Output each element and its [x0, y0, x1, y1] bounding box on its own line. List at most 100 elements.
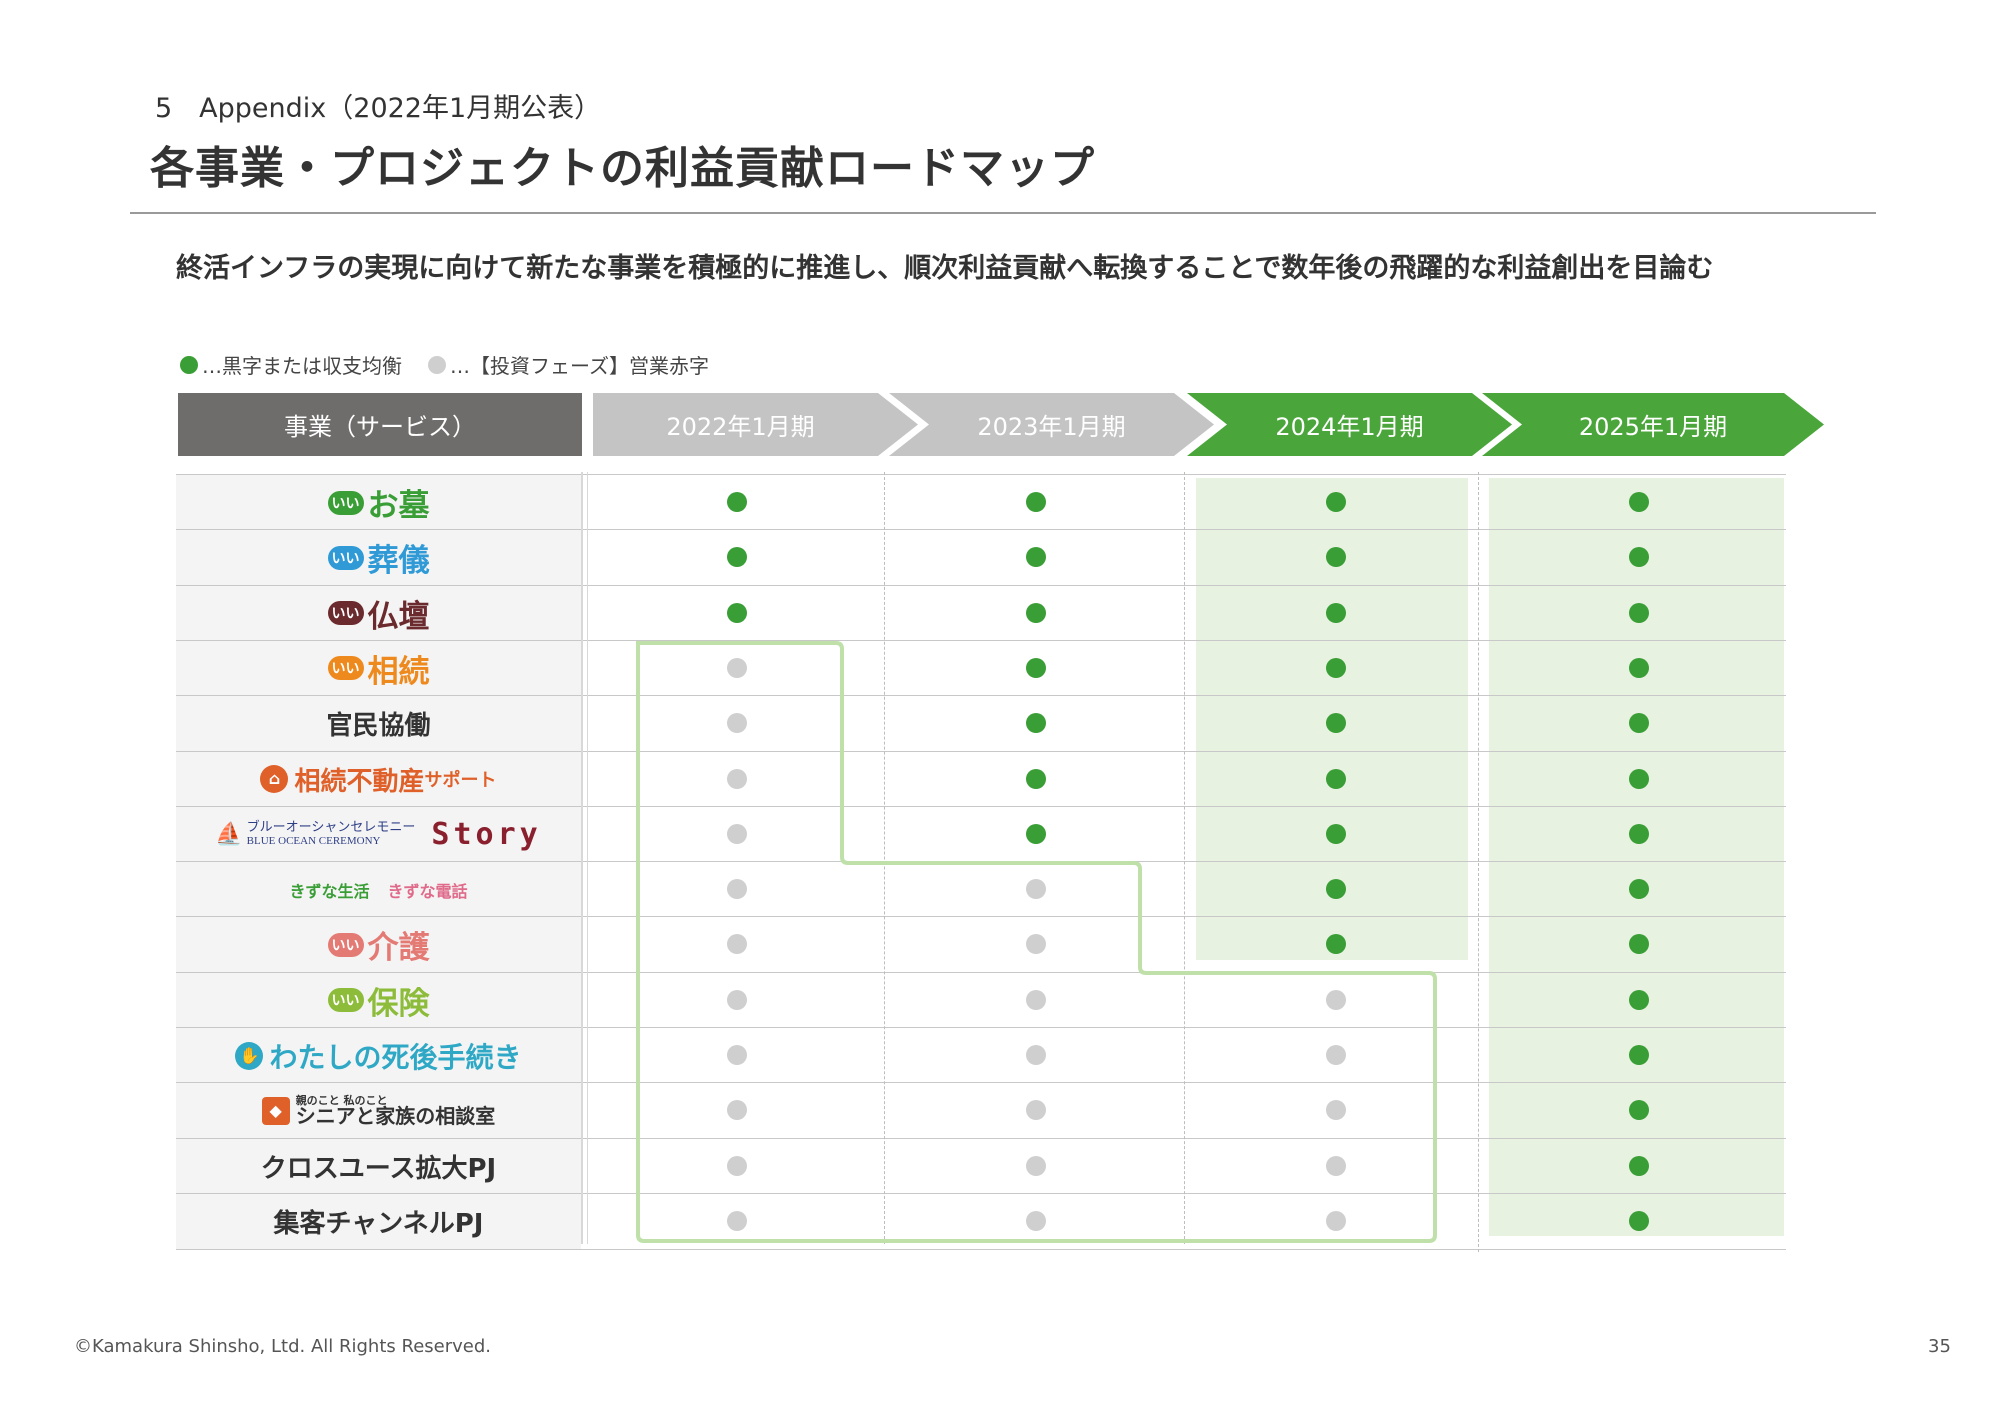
house-icon: ⌂ [260, 765, 289, 793]
profit-status-dot [1629, 1155, 1649, 1176]
service-name-cell: ◆ 親のこと 私のこと シニアと家族の相談室 [176, 1083, 581, 1139]
service-name: 相続 [367, 653, 430, 690]
table-row: ✋ わたしの死後手続き [176, 1027, 1786, 1083]
profit-status-dot [1629, 602, 1649, 623]
service-name: ブルーオーシャンセレモニー [246, 820, 416, 836]
service-name-cell: 集客チャンネルPJ [176, 1193, 581, 1249]
profit-status-dot [1026, 713, 1046, 734]
blue-ocean-logo-text: ブルーオーシャンセレモニー BLUE OCEAN CEREMONY [246, 820, 416, 847]
service-name: シニアと家族の相談室 [295, 1104, 496, 1129]
service-name: 介護 [367, 930, 430, 967]
column-divider [581, 472, 583, 1244]
service-name: きずな生活 [289, 881, 370, 901]
profit-status-dot [1629, 989, 1649, 1010]
column-divider [1478, 472, 1479, 1252]
profit-status-dot [1326, 823, 1346, 844]
profit-status-dot [1026, 602, 1046, 623]
profit-status-dot [1326, 879, 1346, 900]
period-label: 2025年1月期 [1578, 413, 1728, 441]
table-row: ◆ 親のこと 私のこと シニアと家族の相談室 [176, 1082, 1786, 1139]
investment-phase-outline [636, 641, 1437, 1243]
table-row: ⌂ 相続不動産 サポート [176, 750, 1786, 807]
legend-item-loss: …【投資フェーズ】営業赤字 [428, 350, 709, 379]
copyright: ©Kamakura Shinsho, Ltd. All Rights Reser… [74, 1336, 491, 1357]
loss-status-dot [1326, 989, 1346, 1010]
table-row: いい 葬儀 [176, 529, 1786, 586]
profit-status-dot [1326, 492, 1346, 512]
legend-label-profit: …黒字または収支均衡 [202, 354, 402, 378]
brand-logo-text: いい [331, 550, 360, 567]
profit-status-dot [1629, 713, 1649, 734]
period-header-2022: 2022年1月期 [593, 393, 918, 456]
section-label: 5 Appendix（2022年1月期公表） [155, 93, 602, 124]
loss-status-dot [1326, 1045, 1346, 1065]
profit-status-dot [1026, 547, 1046, 568]
loss-status-dot [1326, 1155, 1346, 1176]
service-name: わたしの死後手続き [269, 1040, 522, 1074]
period-header-2024: 2024年1月期 [1187, 393, 1512, 456]
service-name: 官民協働 [326, 711, 431, 742]
brand-logo-text: いい [331, 661, 360, 678]
service-name: クロスユース拡大PJ [260, 1153, 497, 1184]
service-name-cell: きずな生活 きずな電話 [176, 862, 581, 918]
loss-status-dot [727, 1100, 747, 1121]
profit-status-dot [1326, 713, 1346, 734]
service-name-cell: いい 仏壇 [176, 585, 581, 641]
loss-status-dot [727, 934, 747, 955]
legend: …黒字または収支均衡 …【投資フェーズ】営業赤字 [180, 350, 735, 379]
loss-status-dot [1026, 1100, 1046, 1121]
loss-status-dot [727, 713, 747, 734]
table-row: クロスユース拡大PJ [176, 1137, 1786, 1194]
profit-status-dot [1026, 657, 1046, 678]
profit-status-dot [1326, 602, 1346, 623]
table-row: きずな生活 きずな電話 [176, 861, 1786, 918]
loss-status-dot [1326, 1210, 1346, 1231]
service-name-cell: いい 介護 [176, 917, 581, 973]
period-label: 2024年1月期 [1275, 413, 1424, 441]
table-row: 集客チャンネルPJ [176, 1192, 1786, 1250]
profit-status-dot [1629, 879, 1649, 900]
service-column-header: 事業（サービス） [178, 393, 582, 456]
profit-status-dot [1629, 1100, 1649, 1121]
profit-status-dot [1026, 768, 1046, 789]
profit-status-dot [1326, 934, 1346, 955]
brand-logo-icon: いい [327, 656, 364, 681]
brand-logo-icon: いい [327, 932, 364, 957]
loss-status-dot [727, 768, 747, 789]
loss-status-dot [1326, 1100, 1346, 1121]
brand-logo-icon: いい [327, 988, 364, 1013]
period-header-2023: 2023年1月期 [889, 393, 1214, 456]
profit-status-dot [1629, 934, 1649, 955]
page-title: 各事業・プロジェクトの利益貢献ロードマップ [150, 143, 1095, 194]
loss-status-dot [727, 1210, 747, 1231]
service-name: 集客チャンネルPJ [273, 1208, 484, 1239]
sailboat-icon: ⛵ [215, 821, 243, 847]
legend-item-profit: …黒字または収支均衡 [180, 350, 402, 379]
loss-status-dot [1026, 879, 1046, 900]
service-name-cell: ⌂ 相続不動産 サポート [176, 751, 581, 807]
grey-dot-icon [428, 355, 446, 374]
table-row: いい 保険 [176, 971, 1786, 1028]
table-row: いい 介護 [176, 916, 1786, 973]
loss-status-dot [727, 657, 747, 678]
loss-status-dot [727, 823, 747, 844]
brand-logo-text: いい [331, 495, 360, 512]
loss-status-dot [1026, 934, 1046, 955]
handshake-icon: ✋ [235, 1041, 264, 1070]
profit-status-dot [727, 547, 747, 568]
brand-logo-icon: いい [327, 490, 364, 515]
service-name-suffix: サポート [424, 770, 497, 791]
service-name-cell: ✋ わたしの死後手続き [176, 1028, 581, 1083]
loss-status-dot [727, 989, 747, 1010]
brand-logo-text: いい [331, 993, 360, 1010]
profit-status-dot [727, 602, 747, 623]
loss-status-dot [727, 1155, 747, 1176]
service-name-cell: いい お墓 [176, 475, 581, 530]
brand-logo-text: いい [331, 937, 360, 954]
loss-status-dot [727, 879, 747, 900]
service-name: 相続不動産 [294, 766, 425, 797]
service-name-cell: いい 相続 [176, 640, 581, 696]
profit-status-dot [1629, 1210, 1649, 1231]
loss-status-dot [1026, 1045, 1046, 1065]
profit-status-dot [1629, 492, 1649, 512]
